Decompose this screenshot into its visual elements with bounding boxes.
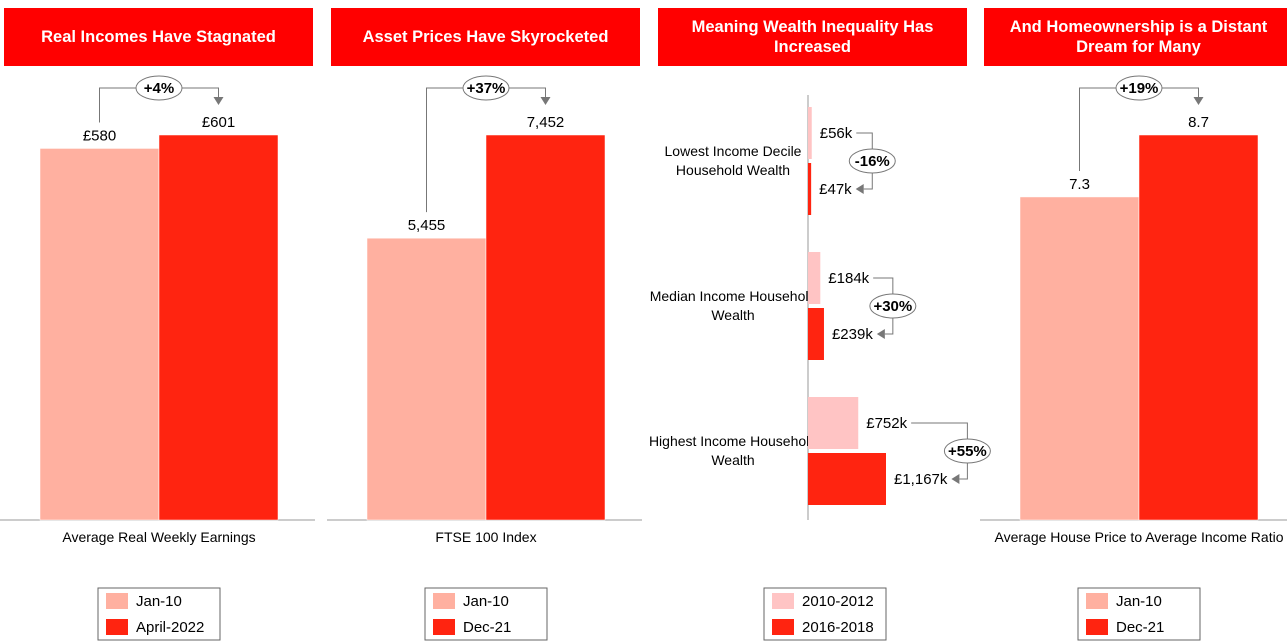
bar (808, 107, 812, 159)
legend-label: Jan-10 (1116, 593, 1162, 610)
bar (808, 453, 886, 505)
panel-title-box: And Homeownership is a Distant Dream for… (984, 8, 1287, 66)
category-label: Average House Price to Average Income Ra… (994, 529, 1284, 545)
category-label: Median Income Household Wealth (649, 288, 817, 323)
legend-swatch (772, 619, 794, 635)
value-label: 8.7 (1188, 114, 1209, 131)
category-label: FTSE 100 Index (435, 529, 537, 545)
value-label: £752k (866, 415, 907, 432)
bar (39, 148, 160, 521)
legend-label: Jan-10 (463, 593, 509, 610)
legend-label: Jan-10 (136, 593, 182, 610)
change-badge (943, 438, 991, 464)
arrowhead (876, 329, 885, 339)
panel-title-box: Real Incomes Have Stagnated (4, 8, 313, 66)
category-label-box: Average House Price to Average Income Ra… (994, 529, 1284, 545)
change-badge (869, 293, 917, 319)
change-badge (462, 75, 510, 101)
legend-label: Dec-21 (463, 619, 511, 636)
change-label: +4% (144, 80, 174, 97)
category-label-box: Average Real Weekly Earnings (62, 529, 256, 545)
change-label: +55% (948, 443, 987, 460)
legend-label: 2010-2012 (802, 593, 874, 610)
value-label: £601 (202, 114, 235, 131)
change-label: -16% (855, 153, 890, 170)
value-label: £184k (828, 270, 869, 287)
legend-label: April-2022 (136, 619, 204, 636)
bar (808, 163, 812, 215)
legend-swatch (772, 593, 794, 609)
arrowhead (213, 97, 224, 105)
legend-swatch (1086, 593, 1108, 609)
bar (1019, 196, 1140, 521)
value-label: 7,452 (527, 114, 565, 131)
value-label: £1,167k (894, 471, 948, 488)
change-badge (135, 75, 183, 101)
bar (808, 397, 859, 449)
legend-label: Dec-21 (1116, 619, 1164, 636)
bar (366, 237, 487, 521)
legend-swatch (433, 619, 455, 635)
bar (808, 308, 824, 360)
legend-swatch (106, 619, 128, 635)
change-badge (1115, 75, 1163, 101)
change-label: +30% (873, 298, 912, 315)
category-label-box: FTSE 100 Index (435, 529, 537, 545)
category-label-box: Lowest Income Decile Household Wealth (664, 143, 802, 178)
legend-swatch (106, 593, 128, 609)
category-label: Lowest Income Decile Household Wealth (664, 143, 802, 178)
bar (808, 252, 821, 304)
change-badge (848, 148, 896, 174)
panel-title: Real Incomes Have Stagnated (4, 8, 313, 66)
value-label: 7.3 (1069, 176, 1090, 193)
legend-swatch (433, 593, 455, 609)
panel-title: Meaning Wealth Inequality Has Increased (658, 8, 967, 66)
category-label-box: Highest Income Household Wealth (648, 433, 818, 468)
legend-swatch (1086, 619, 1108, 635)
value-label: £239k (832, 326, 873, 343)
bar (485, 134, 606, 521)
panel-title: Asset Prices Have Skyrocketed (331, 8, 640, 66)
bar (158, 134, 279, 521)
change-label: +19% (1120, 80, 1159, 97)
change-label: +37% (467, 80, 506, 97)
panel-title-box: Asset Prices Have Skyrocketed (331, 8, 640, 66)
bar (1138, 134, 1259, 521)
category-label: Average Real Weekly Earnings (62, 529, 256, 545)
value-label: 5,455 (408, 217, 446, 234)
panel-title-box: Meaning Wealth Inequality Has Increased (658, 8, 967, 66)
legend-label: 2016-2018 (802, 619, 874, 636)
value-label: £580 (83, 127, 116, 144)
value-label: £56k (820, 125, 853, 142)
category-label: Highest Income Household Wealth (648, 433, 818, 468)
panel-title: And Homeownership is a Distant Dream for… (984, 8, 1287, 66)
arrowhead (951, 474, 960, 484)
arrowhead (855, 184, 864, 194)
value-label: £47k (819, 181, 852, 198)
arrowhead (1193, 97, 1204, 105)
category-label-box: Median Income Household Wealth (649, 288, 817, 323)
arrowhead (540, 97, 551, 105)
